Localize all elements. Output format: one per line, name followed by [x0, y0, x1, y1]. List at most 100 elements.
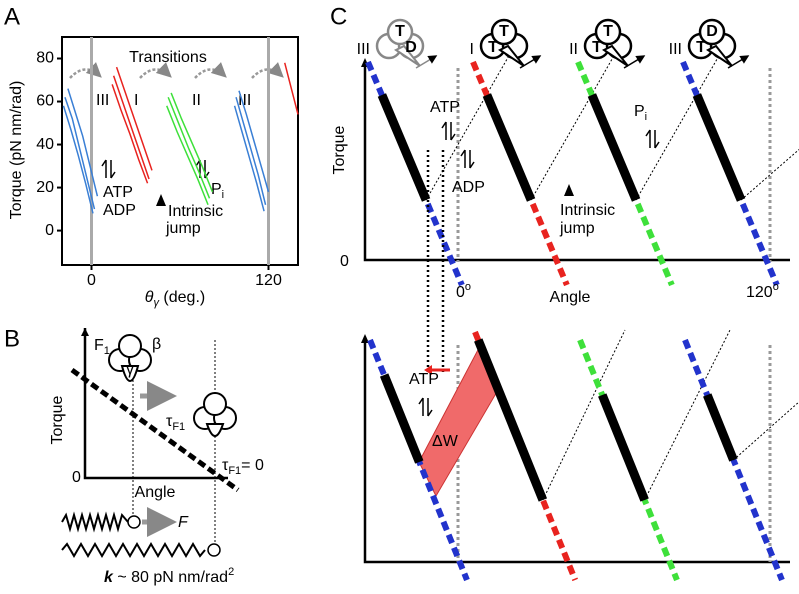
k-sup: 2: [228, 566, 234, 578]
x-tick-label: 0o: [456, 281, 471, 301]
transition-arrows: [69, 61, 284, 79]
y-axis-label: Torque: [49, 395, 66, 444]
subunit-label: D: [405, 39, 417, 56]
annotation: ΔW: [432, 433, 459, 450]
k-rest: ~ 80 pN nm/rad: [113, 569, 228, 586]
label: k ~ 80 pN nm/rad2: [104, 566, 234, 586]
x-axis-label: Angle: [550, 289, 591, 306]
trace: [111, 84, 149, 184]
tick-main: 0: [456, 284, 465, 301]
label: γ: [126, 361, 134, 378]
f-sub: 1: [104, 345, 110, 357]
plot-frame: [61, 36, 299, 266]
panel-c: Torque 0 Angle 0o 120o ATP ADP Pi Intrin…: [331, 18, 799, 582]
axis-arrow: [361, 334, 369, 343]
trace: [235, 97, 267, 205]
label: β: [152, 336, 161, 353]
tau-rest: = 0: [241, 457, 264, 474]
pi-main: P: [634, 103, 645, 120]
panel-b: Torque 0 Angle F1 β γ τF1 τF1= 0 F k ~ 8…: [49, 328, 264, 586]
pi-main: P: [211, 181, 222, 198]
tau-sub: F1: [228, 465, 241, 477]
state-label: III: [669, 41, 682, 58]
f1-icon: [108, 334, 152, 382]
state-line: [377, 93, 431, 202]
trace: [67, 88, 99, 197]
subunit: [698, 18, 726, 46]
transition-line: [733, 401, 799, 461]
subunit-label: T: [395, 23, 405, 40]
annotation: jump: [559, 220, 595, 237]
bead: [127, 515, 141, 529]
annotation: Pi: [634, 103, 647, 123]
state-label: II: [569, 41, 578, 58]
state-line: [587, 93, 641, 202]
label: τF1= 0: [222, 457, 264, 477]
trace: [166, 105, 209, 206]
label: τF1: [166, 413, 185, 433]
rotation-arrow: [623, 55, 646, 69]
tick-sup: o: [773, 281, 779, 293]
y-tick-label: 80: [36, 50, 54, 67]
origin-label: 0: [72, 469, 81, 486]
subunit: [386, 18, 414, 46]
label: F: [178, 514, 189, 531]
subunit-label: D: [706, 23, 718, 40]
subunit-label: T: [603, 23, 613, 40]
state-line: [598, 393, 649, 502]
trace: [64, 96, 96, 210]
bead: [207, 543, 221, 557]
trace: [115, 66, 153, 171]
annotation: ATP: [409, 371, 439, 388]
axes: [363, 62, 790, 262]
trace: [167, 96, 211, 199]
annotation: Transitions: [129, 49, 207, 66]
subunit: [490, 18, 518, 46]
x-tick-label: 120: [255, 272, 282, 289]
state-label: I: [134, 92, 138, 109]
torque-line: [70, 367, 240, 493]
state-line: [474, 338, 548, 502]
jump-marker: [156, 194, 166, 206]
shift-arrow-head: [424, 365, 432, 375]
transition-line: [740, 148, 799, 201]
tick-main: 120: [746, 284, 773, 301]
panel-label: C: [330, 3, 347, 30]
trace: [62, 105, 94, 214]
trace: [233, 105, 265, 212]
x-tick-label: 0: [87, 272, 96, 289]
trace: [283, 62, 299, 115]
subunit-label: T: [488, 39, 498, 56]
gamma-shaft: [498, 44, 525, 67]
transition-line: [425, 39, 519, 201]
annotation: ADP: [452, 179, 485, 196]
annotation: Pi: [211, 181, 224, 201]
subunit-label: T: [499, 23, 509, 40]
transition-line: [635, 39, 729, 201]
annotation: Intrinsic: [560, 202, 615, 219]
x-tick-label: 120o: [746, 281, 779, 301]
rotation-arrow: [519, 55, 542, 69]
state-label: I: [470, 41, 474, 58]
tau-sub: F1: [172, 421, 185, 433]
panel-label: B: [4, 325, 20, 352]
state-line: [379, 373, 424, 464]
sawtooth: [365, 39, 799, 582]
transition-line: [542, 329, 626, 501]
subunit: [594, 18, 622, 46]
tau-main: τ: [166, 413, 173, 430]
y-tick-label: 0: [45, 222, 54, 239]
f1-icon: [193, 392, 237, 437]
x-axis-label: Angle: [135, 484, 176, 501]
k: k: [104, 569, 114, 586]
y-axis-label: Torque: [331, 125, 348, 174]
x-axis-label: θγ (deg.): [145, 289, 205, 309]
annotation: ATP: [103, 184, 133, 201]
spring: [61, 542, 206, 558]
y-axis-label: Torque (pN nm/rad): [8, 81, 25, 220]
gamma-shaft: [394, 44, 421, 67]
y-tick-label: 60: [36, 93, 54, 110]
transition-line: [530, 39, 624, 201]
